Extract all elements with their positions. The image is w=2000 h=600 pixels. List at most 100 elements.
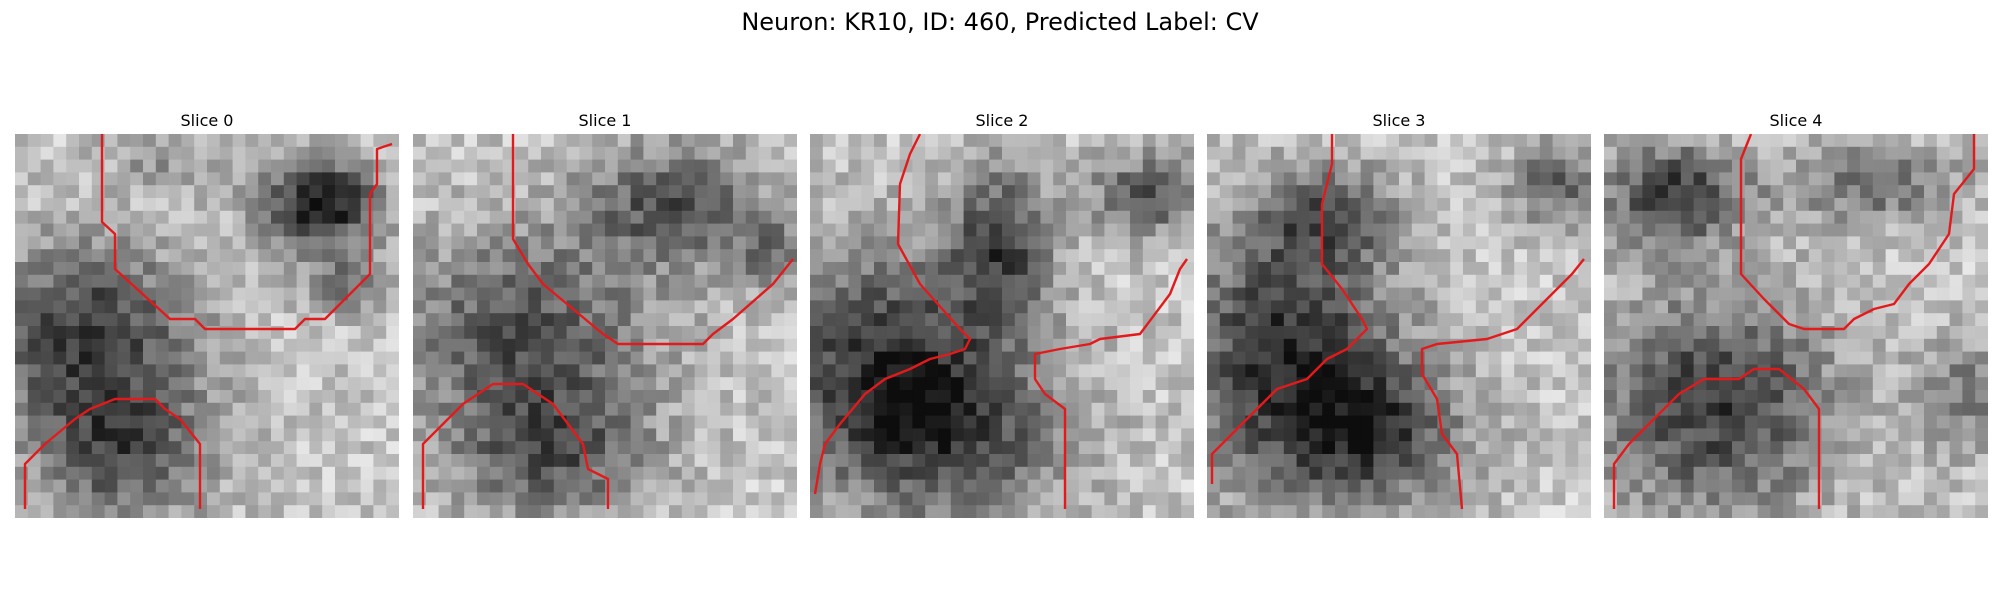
image-pixel <box>1642 300 1656 314</box>
image-pixel <box>553 377 567 391</box>
image-pixel <box>1783 466 1797 480</box>
image-pixel <box>1975 249 1988 263</box>
image-pixel <box>592 505 606 518</box>
image-pixel <box>528 172 542 186</box>
image-pixel <box>1796 134 1810 148</box>
image-pixel <box>425 159 439 173</box>
image-pixel <box>1130 505 1144 518</box>
image-pixel <box>79 300 93 314</box>
image-pixel <box>1271 338 1285 352</box>
image-pixel <box>489 338 503 352</box>
image-pixel <box>1642 236 1656 250</box>
image-pixel <box>1117 479 1131 493</box>
image-pixel <box>528 185 542 199</box>
image-pixel <box>630 198 644 212</box>
image-pixel <box>1002 338 1016 352</box>
image-pixel <box>373 159 387 173</box>
image-pixel <box>886 326 900 340</box>
image-pixel <box>1155 364 1169 378</box>
image-pixel <box>1078 466 1092 480</box>
image-pixel <box>477 249 491 263</box>
image-pixel <box>1565 313 1579 327</box>
image-pixel <box>579 146 593 160</box>
image-pixel <box>643 249 657 263</box>
image-pixel <box>681 428 695 442</box>
image-pixel <box>40 454 54 468</box>
image-pixel <box>566 185 580 199</box>
image-pixel <box>835 313 849 327</box>
image-pixel <box>1168 185 1182 199</box>
image-pixel <box>1066 364 1080 378</box>
image-pixel <box>1642 249 1656 263</box>
image-pixel <box>1475 185 1489 199</box>
image-pixel <box>1629 172 1643 186</box>
image-pixel <box>1322 454 1336 468</box>
image-pixel <box>1130 134 1144 148</box>
image-pixel <box>130 236 144 250</box>
image-pixel <box>130 198 144 212</box>
image-pixel <box>322 454 336 468</box>
image-pixel <box>1271 300 1285 314</box>
image-pixel <box>1283 466 1297 480</box>
image-pixel <box>143 223 157 237</box>
image-pixel <box>1565 210 1579 224</box>
image-pixel <box>27 236 41 250</box>
image-pixel <box>386 479 399 493</box>
image-pixel <box>912 185 926 199</box>
image-pixel <box>1680 402 1694 416</box>
image-pixel <box>464 377 478 391</box>
image-pixel <box>1207 134 1221 148</box>
image-pixel <box>1066 223 1080 237</box>
image-pixel <box>335 236 349 250</box>
image-pixel <box>1552 313 1566 327</box>
image-pixel <box>464 402 478 416</box>
image-pixel <box>1130 466 1144 480</box>
image-pixel <box>617 338 631 352</box>
image-pixel <box>1911 262 1925 276</box>
image-pixel <box>1655 300 1669 314</box>
image-pixel <box>669 313 683 327</box>
image-pixel <box>1770 402 1784 416</box>
image-pixel <box>1629 505 1643 518</box>
image-pixel <box>1642 146 1656 160</box>
image-pixel <box>1847 402 1861 416</box>
image-pixel <box>245 236 259 250</box>
image-pixel <box>771 300 785 314</box>
image-pixel <box>283 454 297 468</box>
image-pixel <box>861 441 875 455</box>
image-pixel <box>1949 505 1963 518</box>
image-pixel <box>835 326 849 340</box>
image-pixel <box>1078 287 1092 301</box>
image-pixel <box>1527 454 1541 468</box>
image-pixel <box>322 287 336 301</box>
image-pixel <box>1834 441 1848 455</box>
image-pixel <box>27 287 41 301</box>
image-pixel <box>1604 134 1618 148</box>
image-pixel <box>630 390 644 404</box>
image-pixel <box>1578 300 1591 314</box>
image-pixel <box>1360 159 1374 173</box>
image-pixel <box>553 249 567 263</box>
image-pixel <box>1757 390 1771 404</box>
image-pixel <box>1271 428 1285 442</box>
image-pixel <box>553 198 567 212</box>
image-pixel <box>386 351 399 365</box>
image-pixel <box>1911 146 1925 160</box>
image-pixel <box>925 479 939 493</box>
image-pixel <box>720 313 734 327</box>
image-pixel <box>1911 198 1925 212</box>
image-pixel <box>1488 454 1502 468</box>
image-pixel <box>79 454 93 468</box>
image-pixel <box>1271 159 1285 173</box>
image-pixel <box>1578 479 1591 493</box>
image-pixel <box>245 454 259 468</box>
image-pixel <box>130 338 144 352</box>
image-pixel <box>1604 390 1618 404</box>
image-pixel <box>155 198 169 212</box>
image-pixel <box>1949 466 1963 480</box>
image-pixel <box>438 287 452 301</box>
image-pixel <box>477 198 491 212</box>
image-pixel <box>912 249 926 263</box>
image-pixel <box>1706 134 1720 148</box>
image-pixel <box>989 236 1003 250</box>
